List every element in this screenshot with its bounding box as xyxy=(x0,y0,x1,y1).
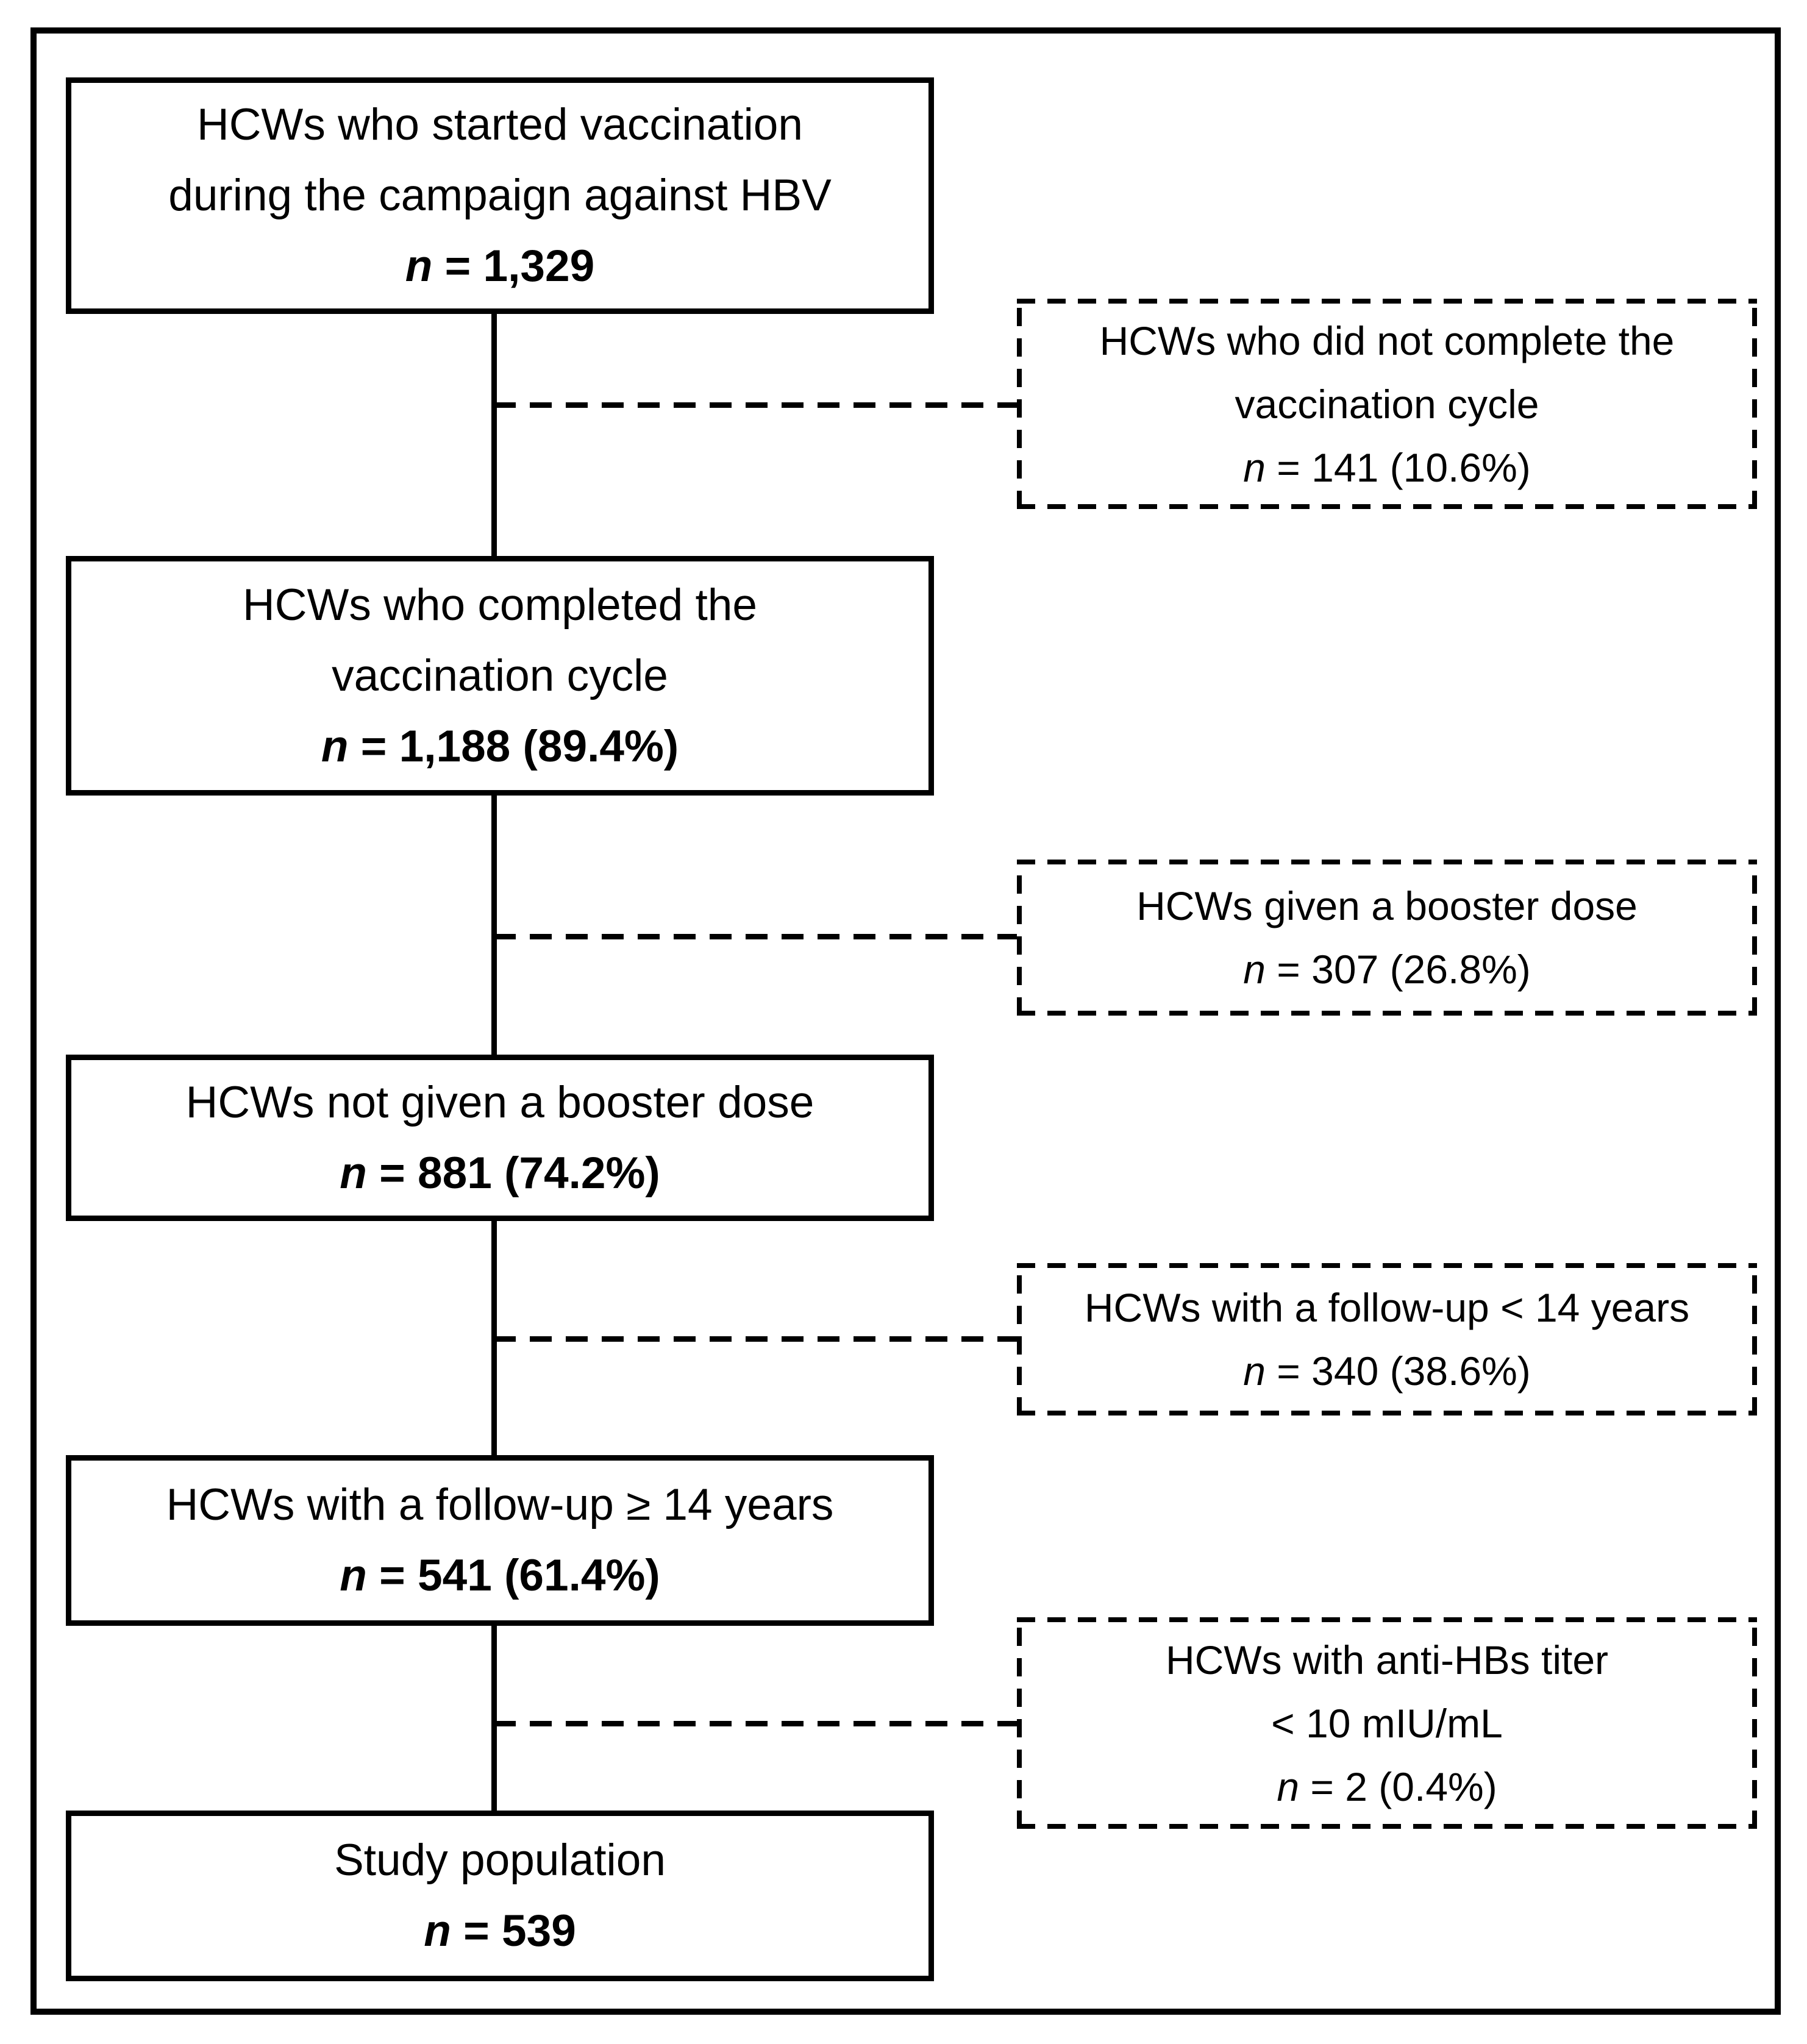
box-n-line: n = 1,329 xyxy=(405,231,594,302)
n-value: = 541 (61.4%) xyxy=(366,1551,660,1600)
box-followup-ge-14y: HCWs with a follow-up ≥ 14 years n = 541… xyxy=(66,1455,934,1626)
box-did-not-complete: HCWs who did not complete the vaccinatio… xyxy=(1017,299,1757,509)
box-study-population: Study population n = 539 xyxy=(66,1811,934,1981)
n-value: = 1,329 xyxy=(432,241,595,291)
connector-not-completed xyxy=(494,402,1017,408)
box-text-line: < 10 mIU/mL xyxy=(1271,1700,1503,1746)
n-value: = 2 (0.4%) xyxy=(1299,1764,1497,1809)
n-value: = 881 (74.2%) xyxy=(366,1148,660,1198)
n-value: = 340 (38.6%) xyxy=(1265,1348,1531,1394)
box-low-anti-hbs-titer: HCWs with anti-HBs titer < 10 mIU/mL n =… xyxy=(1017,1617,1757,1829)
n-value: = 539 xyxy=(451,1906,576,1956)
box-text-line: HCWs who started vaccination xyxy=(197,100,803,149)
box-text-line: HCWs not given a booster dose xyxy=(185,1077,814,1127)
box-n-line: n = 141 (10.6%) xyxy=(1243,436,1531,499)
box-text-line: vaccination cycle xyxy=(332,650,668,700)
box-n-line: n = 307 (26.8%) xyxy=(1243,938,1531,1001)
connector-low-titer xyxy=(494,1721,1017,1726)
n-symbol: n xyxy=(1243,1348,1266,1394)
box-text-line: HCWs given a booster dose xyxy=(1136,883,1638,928)
box-completed-cycle: HCWs who completed the vaccination cycle… xyxy=(66,556,934,796)
box-followup-lt-14y: HCWs with a follow-up < 14 years n = 340… xyxy=(1017,1263,1757,1415)
n-symbol: n xyxy=(405,241,433,291)
n-value: = 1,188 (89.4%) xyxy=(348,721,679,771)
box-text-line: HCWs who completed the xyxy=(243,580,757,630)
box-text-line: HCWs with a follow-up ≥ 14 years xyxy=(166,1480,834,1529)
box-n-line: n = 340 (38.6%) xyxy=(1243,1339,1531,1403)
n-symbol: n xyxy=(321,721,349,771)
box-text-line: vaccination cycle xyxy=(1235,381,1539,427)
n-value: = 141 (10.6%) xyxy=(1265,444,1531,490)
n-symbol: n xyxy=(340,1148,367,1198)
n-value: = 307 (26.8%) xyxy=(1265,947,1531,992)
box-text-line: HCWs with anti-HBs titer xyxy=(1165,1637,1609,1683)
box-text-line: during the campaign against HBV xyxy=(168,171,832,220)
box-text-line: HCWs with a follow-up < 14 years xyxy=(1084,1285,1690,1330)
n-symbol: n xyxy=(1277,1764,1300,1809)
box-n-line: n = 1,188 (89.4%) xyxy=(321,711,679,782)
connector-followup-lt14 xyxy=(494,1336,1017,1342)
box-n-line: n = 2 (0.4%) xyxy=(1277,1755,1497,1818)
box-no-booster: HCWs not given a booster dose n = 881 (7… xyxy=(66,1055,934,1221)
box-booster-given: HCWs given a booster dose n = 307 (26.8%… xyxy=(1017,860,1757,1016)
n-symbol: n xyxy=(340,1551,367,1600)
box-n-line: n = 881 (74.2%) xyxy=(340,1138,660,1209)
box-text-line: HCWs who did not complete the xyxy=(1099,318,1675,363)
n-symbol: n xyxy=(424,1906,451,1956)
box-n-line: n = 541 (61.4%) xyxy=(340,1540,660,1611)
n-symbol: n xyxy=(1243,947,1266,992)
box-text-line: Study population xyxy=(334,1836,666,1885)
box-started-vaccination: HCWs who started vaccination during the … xyxy=(66,77,934,314)
connector-booster-given xyxy=(494,934,1017,939)
box-n-line: n = 539 xyxy=(424,1896,576,1967)
n-symbol: n xyxy=(1243,444,1266,490)
